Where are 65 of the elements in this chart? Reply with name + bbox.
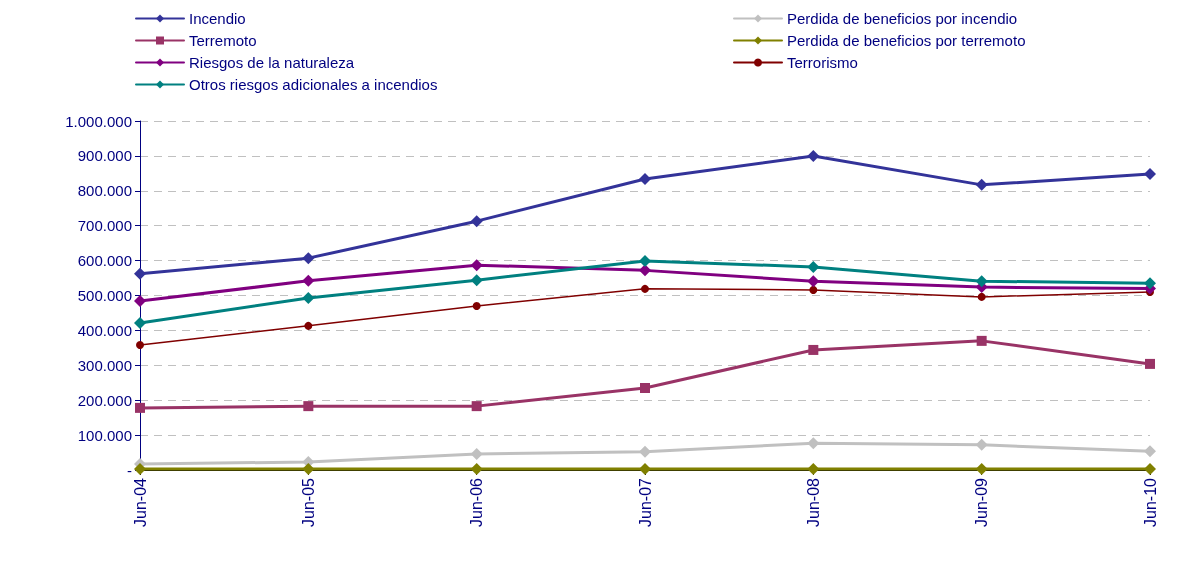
point [641, 284, 649, 293]
x-tick-label: Jun-04 [131, 477, 149, 527]
point [471, 401, 482, 412]
point [302, 291, 315, 304]
point [134, 462, 146, 475]
point [303, 401, 314, 412]
legend-label: Incendio [189, 10, 246, 27]
y-tick-label: 400.000 [77, 321, 132, 339]
y-tick-label: 100.000 [77, 426, 132, 444]
point [639, 462, 651, 475]
point [808, 344, 819, 355]
point [136, 341, 144, 350]
y-tick-label: 700.000 [77, 217, 132, 235]
legend-label: Terremoto [189, 32, 257, 49]
point [134, 267, 146, 280]
point [470, 462, 483, 475]
point [302, 462, 315, 475]
point [1144, 445, 1156, 458]
point [472, 301, 481, 310]
y-tick-label: 800.000 [77, 182, 132, 200]
point [134, 295, 146, 308]
legend-label: Perdida de beneficios por terremoto [787, 32, 1026, 49]
point [975, 178, 988, 191]
point [807, 149, 820, 162]
point [640, 382, 650, 393]
y-tick-label: 1.000.000 [65, 112, 132, 130]
point [1144, 168, 1156, 181]
point [975, 462, 988, 475]
y-tick-label: 600.000 [77, 252, 132, 270]
legend-label: Perdida de beneficios por incendio [787, 10, 1018, 27]
point [470, 215, 483, 228]
point [1144, 462, 1156, 475]
point [807, 260, 820, 273]
point [975, 275, 988, 288]
point [1144, 277, 1156, 290]
x-tick-label: Jun-08 [804, 477, 822, 527]
point [807, 462, 820, 475]
x-tick-label: Jun-07 [636, 477, 654, 527]
y-tick-label: 500.000 [77, 287, 132, 304]
y-tick-label: 200.000 [77, 391, 132, 409]
y-tick-label: 900.000 [77, 147, 132, 165]
x-tick-label: Jun-05 [299, 477, 317, 527]
point [639, 264, 651, 277]
point [302, 274, 315, 287]
point [639, 254, 651, 267]
point [1145, 358, 1155, 369]
point [302, 252, 315, 265]
point [470, 259, 483, 272]
legend-label: Terrorismo [787, 54, 858, 71]
point [809, 285, 818, 294]
point [977, 292, 986, 301]
point [134, 317, 146, 330]
x-tick-label: Jun-09 [973, 477, 991, 527]
legend-label: Riesgos de la naturaleza [189, 54, 355, 71]
x-tick-label: Jun-06 [468, 477, 486, 527]
point [639, 172, 651, 185]
point [976, 335, 987, 346]
point [639, 445, 651, 458]
y-tick-label: - [127, 461, 132, 479]
point [470, 274, 483, 287]
x-tick-label: Jun-10 [1141, 477, 1159, 527]
y-tick-label: 300.000 [77, 356, 132, 374]
point [135, 402, 145, 413]
point [304, 321, 313, 330]
legend-label: Otros riesgos adicionales a incendios [189, 76, 438, 93]
